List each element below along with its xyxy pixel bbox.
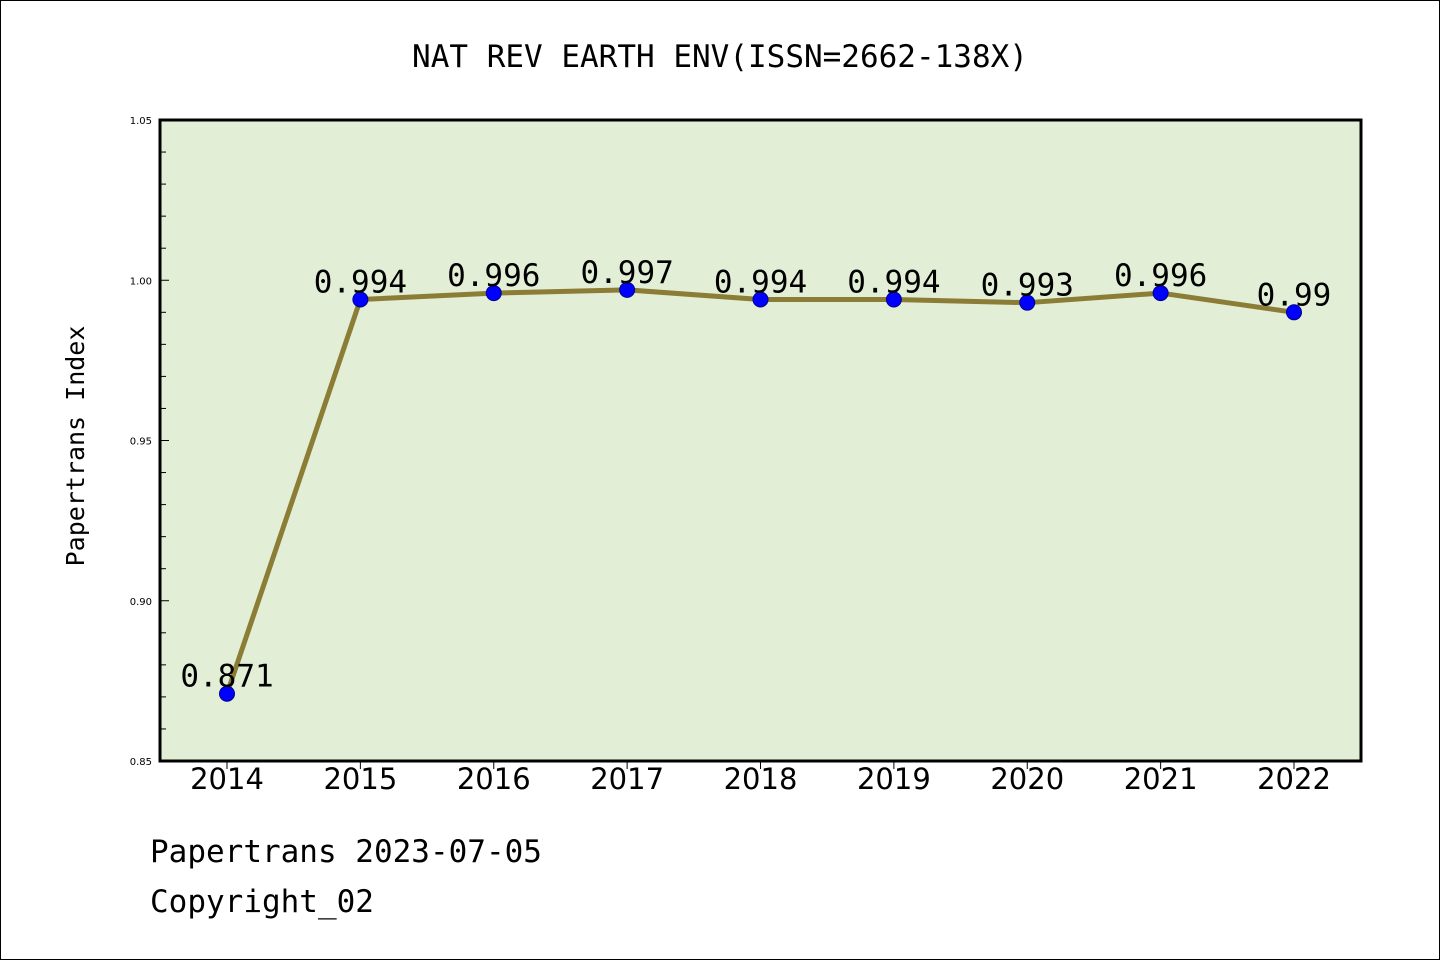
y-tick-label: 0.90 xyxy=(130,597,152,608)
x-tick-label: 2020 xyxy=(990,762,1064,796)
x-tick-label: 2016 xyxy=(457,762,531,796)
y-tick-label: 0.95 xyxy=(130,437,152,448)
footer-copyright-line: Copyright_02 xyxy=(150,884,374,920)
x-tick-label: 2021 xyxy=(1124,762,1198,796)
x-tick-label: 2019 xyxy=(857,762,931,796)
data-labels-layer: 0.871 0.994 0.996 0.997 0.994 0.994 0.993 0.996… xyxy=(180,255,1331,695)
data-label: 0.994 xyxy=(847,264,940,300)
data-label: 0.996 xyxy=(447,258,540,294)
y-tick-label: 0.85 xyxy=(130,757,152,768)
data-point-marker xyxy=(1152,285,1169,302)
y-axis-label: Papertrans Index xyxy=(61,326,90,567)
plot-frame xyxy=(158,118,1363,763)
x-tick-label: 2018 xyxy=(724,762,798,796)
data-label: 0.994 xyxy=(314,264,407,300)
data-point-marker xyxy=(219,685,235,702)
data-point-marker xyxy=(1286,304,1302,321)
y-tick-label: 1.00 xyxy=(130,276,152,287)
data-label: 0.994 xyxy=(714,264,807,300)
x-tick-label: 2022 xyxy=(1257,762,1331,796)
x-tick-label: 2017 xyxy=(590,762,664,796)
data-label: 0.996 xyxy=(1114,258,1207,294)
data-label: 0.99 xyxy=(1257,277,1332,313)
plot-area xyxy=(160,120,1361,761)
y-tick-label: 1.05 xyxy=(130,116,152,127)
data-label: 0.993 xyxy=(981,268,1074,304)
data-point-marker xyxy=(885,291,902,308)
data-point-marker xyxy=(485,285,502,302)
chart-title: NAT REV EARTH ENV(ISSN=2662-138X) xyxy=(412,39,1028,75)
data-point-marker xyxy=(752,291,769,308)
data-point-marker xyxy=(352,291,369,308)
x-tick-label: 2014 xyxy=(190,762,264,796)
footer-date-line: Papertrans 2023-07-05 xyxy=(150,834,542,870)
markers-layer xyxy=(219,281,1302,702)
data-label: 0.871 xyxy=(180,659,273,695)
tick-labels: 0.85 0.90 0.95 1.00 1.05 2014 2015 2016 2017 2018… xyxy=(130,116,1331,796)
data-point-marker xyxy=(1019,294,1036,311)
data-label: 0.997 xyxy=(580,255,673,291)
x-tick-label: 2015 xyxy=(323,762,397,796)
data-point-marker xyxy=(619,281,636,298)
